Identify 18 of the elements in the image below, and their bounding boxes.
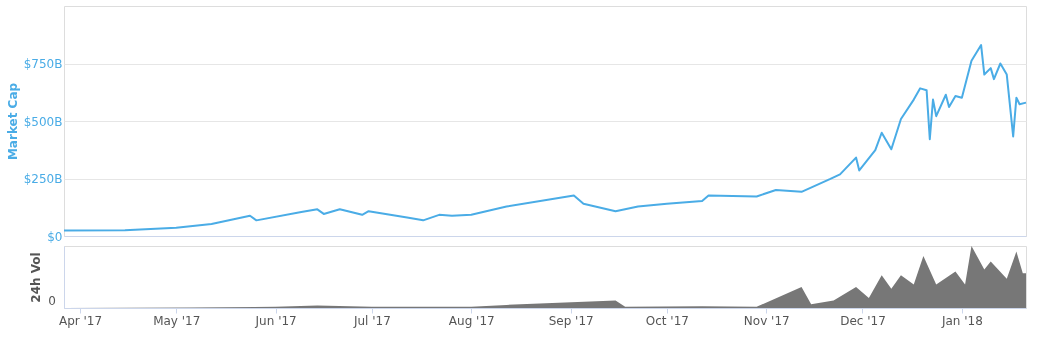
y-tick-label: $500B [23,114,63,129]
x-tick-label: Sep '17 [548,313,594,328]
x-tick-label: Apr '17 [58,313,103,328]
x-tick-label: Aug '17 [448,313,495,328]
y-tick-label: $250B [23,172,63,186]
x-tick-label: Nov '17 [743,313,790,328]
y-axis-title: Market Cap [5,82,20,161]
x-tick-label: Jul '17 [352,313,391,328]
x-tick-label: Jun '17 [254,313,297,328]
x-tick-label: May '17 [153,313,201,328]
x-tick-label: Jan '18 [940,313,983,328]
y-tick-label: $750B [23,57,63,71]
text: 0 [48,294,56,308]
y-axis-title: 24h Vol [28,252,43,303]
y-tick-label: $0 [47,229,63,244]
x-tick-label: Dec '17 [840,313,886,328]
x-tick-label: Oct '17 [645,313,689,328]
line-series [63,44,1027,232]
